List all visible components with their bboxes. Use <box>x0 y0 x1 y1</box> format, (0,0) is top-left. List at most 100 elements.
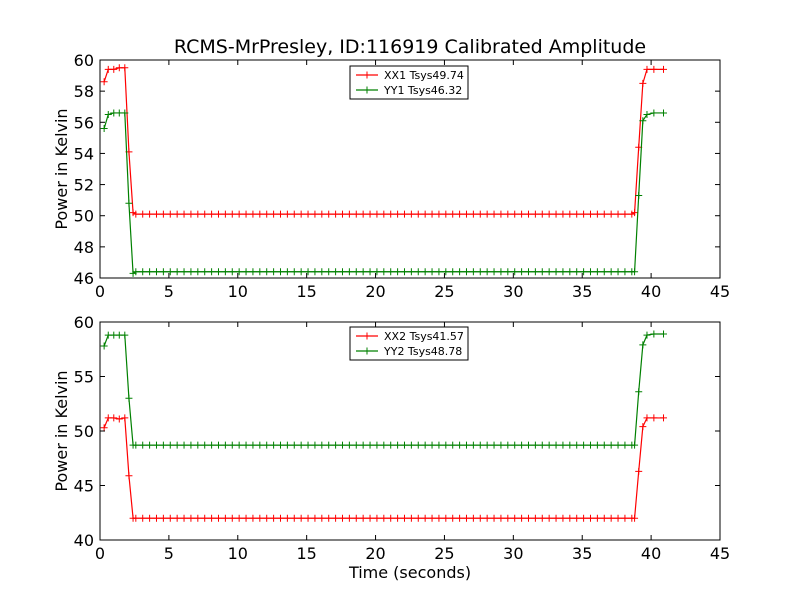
series-point-0-0-13 <box>173 210 181 218</box>
series-point-1-1-0 <box>100 342 108 350</box>
series-point-1-0-7 <box>132 514 140 522</box>
series-point-1-1-36 <box>332 441 340 449</box>
series-point-1-1-12 <box>166 441 174 449</box>
series-point-0-0-74 <box>593 210 601 218</box>
series-point-1-0-35 <box>325 514 333 522</box>
series-point-0-0-84 <box>650 65 658 73</box>
series-point-0-0-19 <box>214 210 222 218</box>
series-point-0-0-64 <box>524 210 532 218</box>
series-point-0-1-21 <box>228 268 236 276</box>
series-point-0-1-83 <box>643 111 651 118</box>
x-tick-label-0-2: 10 <box>228 282 248 301</box>
legend-box-0 <box>349 65 469 100</box>
x-tick-label-0-0: 0 <box>95 282 105 301</box>
series-point-1-1-66 <box>538 441 546 449</box>
x-tick-label-1-8: 40 <box>641 544 661 563</box>
series-point-1-1-15 <box>187 441 195 449</box>
series-point-0-1-43 <box>380 268 388 276</box>
series-point-0-1-29 <box>283 268 291 276</box>
series-point-0-0-28 <box>276 210 284 218</box>
series-point-1-0-32 <box>304 514 312 522</box>
series-point-0-1-12 <box>166 268 174 276</box>
series-point-1-0-21 <box>228 514 236 522</box>
series-point-0-1-7 <box>132 268 140 276</box>
figure-title: RCMS-MrPresley, ID:116919 Calibrated Amp… <box>174 36 646 58</box>
series-point-0-0-42 <box>373 210 381 218</box>
legend-marker-1-1 <box>363 347 371 355</box>
series-point-1-0-85 <box>660 414 668 422</box>
series-point-0-0-15 <box>187 210 195 218</box>
series-point-0-0-32 <box>304 210 312 218</box>
series-point-0-1-10 <box>152 268 160 276</box>
series-point-0-0-37 <box>338 210 346 218</box>
series-point-1-1-58 <box>483 441 491 449</box>
series-point-0-0-20 <box>221 210 229 218</box>
series-point-1-0-24 <box>249 514 257 522</box>
series-point-1-1-74 <box>593 441 601 449</box>
series-point-0-1-36 <box>332 268 340 276</box>
series-point-0-0-14 <box>180 210 188 218</box>
series-point-0-0-40 <box>359 210 367 218</box>
x-tick-label-0-4: 20 <box>365 282 385 301</box>
series-point-0-1-17 <box>201 268 209 276</box>
series-point-1-1-8 <box>139 441 147 449</box>
series-point-0-0-71 <box>573 210 581 218</box>
series-point-1-0-34 <box>318 514 326 522</box>
series-point-1-1-34 <box>318 441 326 449</box>
series-point-0-0-17 <box>201 210 209 218</box>
series-point-1-1-63 <box>518 441 526 449</box>
series-point-1-0-52 <box>442 514 450 522</box>
series-point-0-1-33 <box>311 268 319 276</box>
series-point-1-0-3 <box>115 415 123 423</box>
series-point-1-0-5 <box>125 472 133 480</box>
series-point-0-0-67 <box>545 210 553 218</box>
series-point-0-1-16 <box>194 268 202 276</box>
series-point-0-1-48 <box>414 268 422 276</box>
series-point-1-0-65 <box>531 514 539 522</box>
x-tick-label-1-4: 20 <box>365 544 385 563</box>
series-point-1-0-36 <box>332 514 340 522</box>
series-point-1-1-45 <box>394 441 402 449</box>
series-point-1-1-18 <box>208 441 216 449</box>
series-point-1-0-71 <box>573 514 581 522</box>
series-point-1-1-20 <box>221 441 229 449</box>
series-point-1-0-43 <box>380 514 388 522</box>
series-point-0-0-51 <box>435 210 443 218</box>
series-point-0-0-12 <box>166 210 174 218</box>
series-point-1-0-4 <box>121 414 129 422</box>
series-point-0-0-66 <box>538 210 546 218</box>
series-point-0-0-23 <box>242 210 250 218</box>
series-point-1-1-80 <box>631 441 639 449</box>
series-point-1-1-33 <box>311 441 319 449</box>
series-point-0-1-66 <box>538 268 546 276</box>
series-point-1-1-42 <box>373 441 381 449</box>
series-point-1-0-9 <box>146 514 154 522</box>
series-point-0-1-80 <box>631 268 639 276</box>
series-point-1-1-30 <box>290 441 298 449</box>
series-point-0-0-49 <box>421 210 429 218</box>
series-point-1-1-70 <box>566 441 574 449</box>
x-tick-label-1-6: 30 <box>503 544 523 563</box>
series-point-0-0-44 <box>387 210 395 218</box>
plot-area-1 <box>100 330 668 522</box>
series-point-0-1-85 <box>660 109 668 117</box>
y-tick-label-1-0: 40 <box>74 531 94 550</box>
series-point-1-1-55 <box>462 441 470 449</box>
series-point-0-1-64 <box>524 268 532 276</box>
series-point-0-0-69 <box>559 210 567 218</box>
series-point-0-0-9 <box>146 210 154 218</box>
series-point-1-0-57 <box>476 514 484 522</box>
series-point-1-1-27 <box>270 441 278 449</box>
x-axis-label-1: Time (seconds) <box>348 563 471 582</box>
series-point-1-1-35 <box>325 441 333 449</box>
series-point-1-0-8 <box>139 514 147 522</box>
series-point-1-1-72 <box>580 441 588 449</box>
series-point-1-1-9 <box>146 441 154 449</box>
series-point-0-0-50 <box>428 210 436 218</box>
series-point-0-0-59 <box>490 210 498 218</box>
series-point-0-1-63 <box>518 268 526 276</box>
x-tick-label-0-8: 40 <box>641 282 661 301</box>
series-point-0-1-51 <box>435 268 443 276</box>
series-point-0-1-19 <box>214 268 222 276</box>
y-tick-label-0-0: 46 <box>74 269 94 288</box>
